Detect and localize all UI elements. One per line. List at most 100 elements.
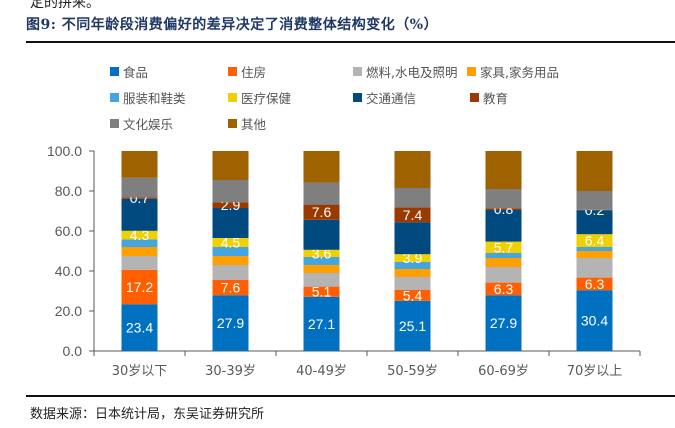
legend-item: 教育 — [470, 88, 508, 107]
legend-item: 医疗保健 — [228, 88, 291, 107]
y-tick-label: 20.0 — [55, 303, 82, 319]
bar-segment — [394, 277, 431, 290]
legend-item: 食品 — [110, 62, 148, 81]
data-label: 7.6 — [221, 280, 241, 296]
x-category-label: 50-59岁 — [387, 364, 438, 379]
data-label: 5.4 — [403, 287, 423, 303]
x-category-label: 30岁以下 — [112, 364, 168, 379]
bar-segment — [212, 208, 249, 238]
legend-swatch — [470, 93, 479, 102]
y-tick-label: 40.0 — [55, 263, 82, 279]
bar-segment — [303, 273, 340, 287]
data-label: 4.3 — [130, 227, 150, 243]
bar-segment — [485, 295, 522, 351]
bar-segment — [394, 151, 431, 188]
bar-segment — [576, 290, 613, 351]
bar-segment — [303, 249, 340, 257]
bar-segment — [121, 197, 158, 199]
bar-segment — [485, 210, 522, 242]
bar-segment — [121, 230, 158, 240]
x-category-label: 70岁以上 — [567, 364, 623, 379]
data-label: 17.2 — [126, 279, 153, 295]
y-tick-label: 0.0 — [63, 343, 83, 359]
bar-segment — [212, 265, 249, 280]
data-label: 30.4 — [581, 313, 608, 329]
y-tick-label: 100.0 — [47, 143, 82, 159]
bar-segment — [485, 208, 522, 210]
title-rule — [26, 41, 675, 43]
legend-label: 交通通信 — [366, 91, 417, 106]
data-label: 6.3 — [585, 276, 605, 292]
bar-segment — [485, 282, 522, 296]
bar-segment — [485, 253, 522, 258]
legend-swatch — [353, 67, 362, 76]
bar-segment — [212, 295, 249, 351]
source-rule — [26, 395, 675, 397]
data-label: 5.7 — [494, 239, 514, 255]
legend-swatch — [110, 119, 119, 128]
legend-item: 住房 — [228, 62, 266, 81]
legend-label: 教育 — [483, 91, 509, 106]
bar-segment — [485, 258, 522, 267]
bar-segment — [303, 182, 340, 205]
legend-label: 其他 — [241, 117, 267, 132]
bar-segment — [121, 151, 158, 178]
x-category-label: 40-49岁 — [296, 364, 347, 379]
bar-segment — [576, 251, 613, 258]
legend-label: 住房 — [241, 65, 267, 80]
bar-segment — [212, 202, 249, 208]
data-label: 7.4 — [403, 207, 423, 223]
bar-segment — [485, 267, 522, 283]
bar-segment — [121, 304, 158, 351]
bar-segment — [394, 222, 431, 255]
legend-label: 文化娱乐 — [123, 117, 174, 132]
data-label: 6.3 — [494, 281, 514, 297]
bar-segment — [394, 269, 431, 277]
bar-segment — [485, 189, 522, 209]
bar-segment — [576, 247, 613, 251]
legend-label: 家具,家务用品 — [480, 65, 559, 80]
legend-swatch — [228, 67, 237, 76]
legend-swatch — [228, 119, 237, 128]
bar-segment — [121, 239, 158, 247]
data-label: 4.5 — [221, 235, 241, 251]
bar-segment — [576, 210, 613, 235]
bar-segment — [121, 256, 158, 270]
bar-segment — [303, 219, 340, 250]
bar-segment — [485, 151, 522, 189]
data-label: 7.6 — [312, 204, 332, 220]
bar-segment — [394, 207, 431, 223]
bar-segment — [303, 204, 340, 220]
bar-segment — [485, 241, 522, 253]
legend-item: 燃料,水电及照明 — [353, 62, 457, 81]
bar-segment — [394, 262, 431, 269]
bar-segment — [303, 257, 340, 265]
legend-item: 交通通信 — [353, 88, 416, 107]
bar-segment — [303, 265, 340, 273]
bar-segment — [303, 286, 340, 297]
bar-segment — [212, 256, 249, 265]
legend-swatch — [110, 93, 119, 102]
legend-item: 其他 — [228, 114, 266, 133]
bar-segment — [121, 247, 158, 256]
legend-item: 家具,家务用品 — [467, 62, 559, 81]
data-label: 25.1 — [399, 318, 426, 334]
legend-swatch — [467, 67, 476, 76]
data-label: 27.9 — [217, 315, 244, 331]
y-tick-label: 80.0 — [55, 183, 82, 199]
bar-segment — [576, 234, 613, 247]
x-category-label: 60-69岁 — [478, 364, 529, 379]
legend-label: 医疗保健 — [241, 91, 292, 106]
bar-segment — [394, 254, 431, 262]
bar-segment — [394, 290, 431, 301]
bar-segment — [212, 151, 249, 180]
x-category-label: 30-39岁 — [205, 364, 256, 379]
legend-label: 燃料,水电及照明 — [366, 65, 458, 80]
legend-label: 食品 — [123, 65, 149, 80]
data-label: 6.4 — [585, 233, 605, 249]
bar-segment — [212, 280, 249, 296]
legend-swatch — [228, 93, 237, 102]
bar-segment — [394, 300, 431, 351]
preceding-text-fragment: 定的拼来。 — [30, 0, 100, 11]
bar-segment — [576, 277, 613, 291]
